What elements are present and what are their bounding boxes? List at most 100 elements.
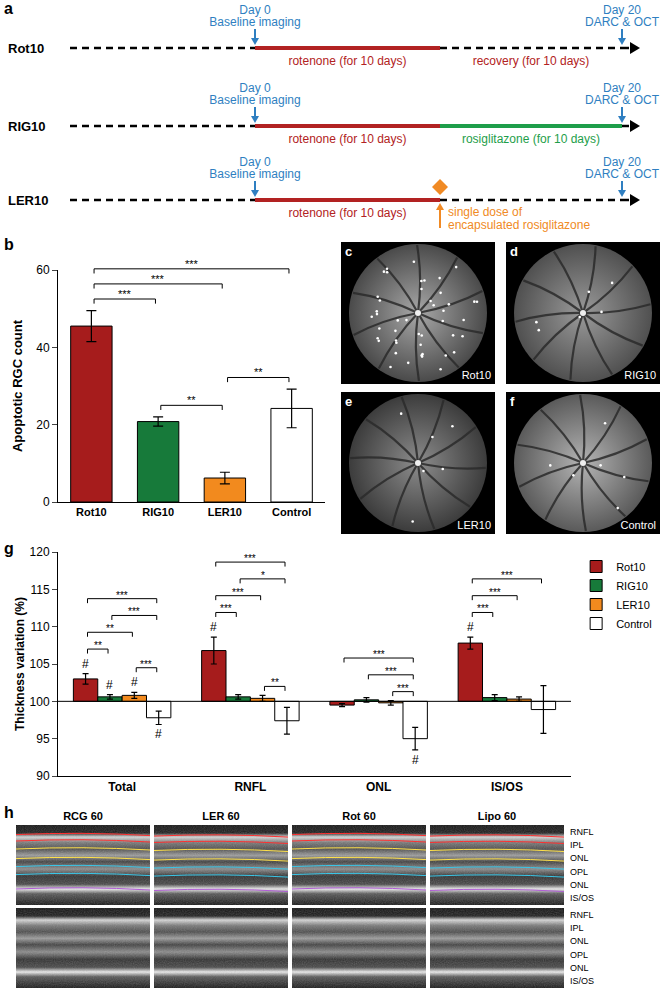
svg-text:***: *** [244,553,256,564]
svg-text:encapsulated rosiglitazone: encapsulated rosiglitazone [448,218,590,232]
svg-text:Baseline imaging: Baseline imaging [209,167,300,181]
svg-text:RIG10: RIG10 [624,369,656,381]
svg-text:Rot 60: Rot 60 [342,810,376,822]
svg-text:Control: Control [616,618,651,630]
svg-text:60: 60 [36,263,50,277]
svg-text:Rot10: Rot10 [8,41,44,56]
svg-text:LER10: LER10 [208,506,242,518]
svg-text:RCG 60: RCG 60 [63,810,103,822]
svg-text:***: *** [116,590,128,601]
svg-text:20: 20 [36,418,50,432]
svg-text:***: *** [232,587,244,598]
svg-text:**: ** [187,394,196,406]
svg-text:Day 0: Day 0 [239,3,271,17]
svg-text:rosiglitazone (for 10 days): rosiglitazone (for 10 days) [462,132,600,146]
svg-text:***: *** [477,603,489,614]
svg-text:RIG10: RIG10 [142,506,174,518]
html-text:b: b [4,236,14,253]
svg-text:recovery (for 10 days): recovery (for 10 days) [473,54,590,68]
svg-text:RNFL: RNFL [570,827,594,837]
svg-text:ONL: ONL [570,936,589,946]
svg-text:0: 0 [43,495,50,509]
svg-text:RIG10: RIG10 [8,119,46,134]
svg-text:d: d [510,244,518,259]
svg-text:Day 0: Day 0 [239,81,271,95]
svg-text:***: *** [118,288,132,300]
svg-text:***: *** [373,649,385,660]
svg-text:**: ** [94,640,102,651]
svg-text:Day 20: Day 20 [603,155,641,169]
svg-text:115: 115 [30,583,49,597]
svg-text:OPL: OPL [570,867,588,877]
svg-text:Day 0: Day 0 [239,155,271,169]
svg-text:***: *** [151,273,165,285]
svg-text:f: f [510,394,515,409]
svg-text:**: ** [254,366,263,378]
svg-text:DARC & OCT: DARC & OCT [585,167,660,181]
svg-text:Thickness variation (%): Thickness variation (%) [13,597,27,731]
svg-text:***: *** [128,606,140,617]
svg-text:Day 20: Day 20 [603,3,641,17]
svg-text:RNFL: RNFL [234,780,266,794]
svg-text:#: # [412,753,419,767]
svg-text:single dose of: single dose of [448,205,523,219]
svg-text:IS/OS: IS/OS [570,976,594,986]
svg-text:***: *** [385,666,397,677]
svg-text:ONL: ONL [570,853,589,863]
svg-text:#: # [210,620,217,634]
svg-text:Day 20: Day 20 [603,81,641,95]
svg-text:rotenone (for 10 days): rotenone (for 10 days) [288,206,406,220]
svg-text:***: *** [397,683,409,694]
svg-text:Baseline imaging: Baseline imaging [209,93,300,107]
svg-text:***: *** [501,570,513,581]
svg-text:#: # [82,657,89,671]
svg-text:RIG10: RIG10 [616,580,648,592]
svg-text:Lipo 60: Lipo 60 [478,810,517,822]
svg-text:ONL: ONL [366,780,391,794]
svg-text:105: 105 [30,657,50,671]
svg-text:e: e [345,394,352,409]
svg-text:*: * [261,570,265,581]
svg-text:100: 100 [30,695,50,709]
svg-text:LER10: LER10 [457,519,491,531]
svg-text:#: # [467,620,474,634]
svg-text:Rot10: Rot10 [616,561,645,573]
svg-text:**: ** [106,623,114,634]
svg-text:c: c [345,244,352,259]
svg-text:rotenone (for 10 days): rotenone (for 10 days) [288,54,406,68]
svg-text:#: # [131,675,138,689]
svg-text:90: 90 [36,769,50,783]
svg-text:IS/OS: IS/OS [570,893,594,903]
svg-text:LER10: LER10 [8,193,48,208]
svg-text:LER 60: LER 60 [202,810,239,822]
svg-text:Rot10: Rot10 [76,506,107,518]
svg-text:Control: Control [272,506,311,518]
svg-text:Total: Total [108,780,136,794]
svg-text:ONL: ONL [570,963,589,973]
svg-text:***: *** [489,587,501,598]
svg-text:**: ** [271,677,279,688]
svg-text:RNFL: RNFL [570,910,594,920]
svg-text:DARC & OCT: DARC & OCT [585,93,660,107]
svg-text:DARC & OCT: DARC & OCT [585,15,660,29]
svg-text:OPL: OPL [570,950,588,960]
svg-text:110: 110 [30,620,49,634]
svg-text:***: *** [140,659,152,670]
svg-text:Baseline imaging: Baseline imaging [209,15,300,29]
svg-text:Control: Control [621,519,656,531]
svg-text:IS/OS: IS/OS [491,780,523,794]
svg-text:#: # [155,727,162,741]
svg-text:LER10: LER10 [616,599,650,611]
svg-text:Apoptotic RGC count: Apoptotic RGC count [10,319,25,452]
svg-text:#: # [106,678,113,692]
svg-text:***: *** [220,603,232,614]
svg-text:rotenone (for 10 days): rotenone (for 10 days) [288,132,406,146]
svg-text:ONL: ONL [570,880,589,890]
svg-text:120: 120 [30,545,50,559]
svg-text:***: *** [185,258,199,270]
svg-text:IPL: IPL [570,923,584,933]
svg-text:IPL: IPL [570,840,584,850]
svg-text:40: 40 [36,341,50,355]
svg-text:95: 95 [36,732,50,746]
svg-text:Rot10: Rot10 [462,369,491,381]
